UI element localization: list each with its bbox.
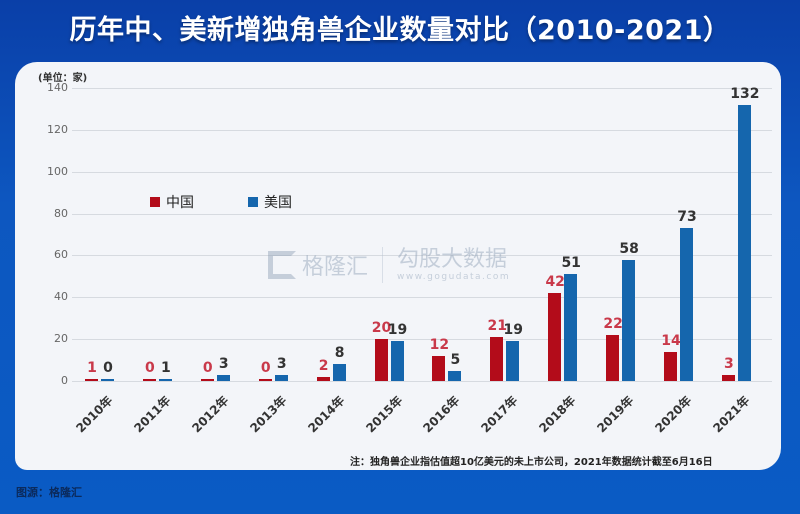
y-tick-label: 80: [54, 206, 68, 220]
legend-swatch-china: [150, 197, 160, 207]
value-label-us: 51: [561, 255, 581, 272]
gridline: [72, 213, 772, 215]
bar-cn: [664, 351, 677, 381]
y-tick-label: 120: [47, 122, 68, 136]
value-label-us: 3: [218, 355, 229, 372]
bar-cn: [490, 337, 504, 381]
bar-us: [737, 104, 751, 381]
chart-title: 历年中、美新增独角兽企业数量对比（2010-2021）: [69, 15, 731, 46]
footnote: 注：独角兽企业指估值超10亿美元的未上市公司，2021年数据统计截至6月16日: [350, 457, 713, 468]
watermark-brand: 格隆汇: [302, 255, 369, 280]
gridline: [72, 171, 772, 173]
source-label: 图源：格隆汇: [16, 486, 82, 499]
legend-china: 中国: [150, 192, 194, 212]
value-label-us: 3: [276, 355, 287, 372]
brand-logo-icon: [268, 251, 296, 279]
gridline: [72, 381, 772, 382]
value-label-cn: 22: [603, 315, 623, 332]
bar-cn: [432, 355, 446, 381]
bar-cn: [606, 334, 620, 381]
bar-cn: [316, 376, 330, 381]
bar-cn: [142, 379, 156, 381]
value-label-us: 1: [161, 359, 171, 376]
bar-cn: [721, 374, 735, 381]
y-axis-unit: (单位：家): [38, 73, 88, 84]
legend-label-usa: 美国: [264, 195, 292, 211]
y-tick-label: 0: [61, 374, 68, 387]
bar-cn: [85, 378, 98, 381]
value-label-cn: 12: [429, 336, 450, 353]
bar-us: [622, 259, 636, 381]
gridline: [72, 255, 772, 257]
value-label-cn: 1: [87, 359, 97, 376]
value-label-cn: 20: [371, 320, 392, 337]
value-label-cn: 14: [661, 332, 681, 349]
value-label-cn: 2: [318, 357, 329, 374]
bar-us: [390, 341, 404, 381]
value-label-us: 19: [387, 322, 408, 339]
value-label-us: 5: [450, 351, 461, 368]
value-label-cn: 0: [202, 360, 213, 376]
bar-cn: [258, 379, 272, 381]
value-label-cn: 42: [545, 274, 565, 291]
bar-cn: [200, 379, 214, 381]
bar-us: [101, 379, 114, 381]
bar-us: [216, 374, 230, 381]
bar-us: [448, 370, 462, 381]
gridline: [72, 297, 772, 299]
legend-label-china: 中国: [166, 195, 194, 211]
watermark: 格隆汇 勾股大数据 www.gogudata.com: [268, 247, 510, 283]
value-label-us: 8: [334, 345, 345, 362]
gridline: [72, 339, 772, 341]
value-label-cn: 0: [145, 360, 155, 376]
watermark-url: www.gogudata.com: [397, 272, 511, 282]
bar-us: [158, 378, 172, 381]
watermark-brand2: 勾股大数据: [397, 247, 508, 272]
bar-us: [506, 341, 520, 381]
value-label-us: 73: [677, 209, 697, 226]
y-tick-label: 40: [54, 290, 68, 304]
y-tick-label: 60: [54, 248, 68, 262]
y-tick-label: 20: [54, 332, 68, 346]
bar-us: [332, 364, 346, 381]
value-label-cn: 21: [487, 318, 508, 335]
value-label-us: 19: [503, 322, 524, 339]
gridline: [72, 129, 772, 131]
y-tick-label: 100: [47, 164, 68, 178]
value-label-us: 58: [619, 240, 639, 257]
bar-us: [680, 228, 693, 381]
value-label-cn: 3: [724, 355, 734, 372]
value-label-cn: 0: [260, 360, 271, 376]
gridline: [72, 88, 772, 89]
bar-cn: [374, 339, 388, 381]
bar-cn: [548, 293, 562, 381]
value-label-us: 132: [730, 85, 760, 102]
bar-us: [274, 374, 288, 381]
value-label-us: 0: [103, 360, 113, 376]
y-tick-label: 140: [47, 81, 68, 94]
legend-usa: 美国: [248, 192, 292, 212]
legend-swatch-usa: [248, 197, 258, 207]
bar-us: [564, 274, 578, 381]
